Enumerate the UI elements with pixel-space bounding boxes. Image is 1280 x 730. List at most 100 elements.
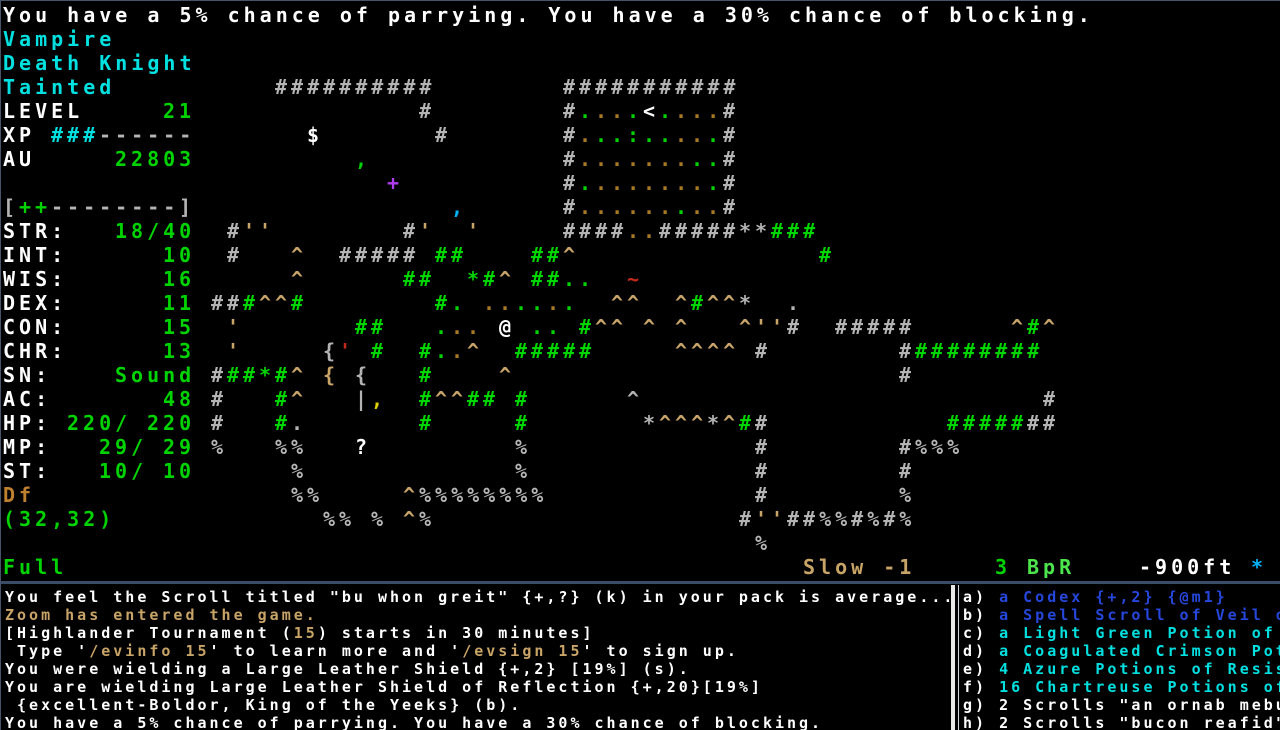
text-segment: ^^ xyxy=(259,291,292,315)
text-segment: ## xyxy=(355,315,388,339)
text-segment: Df xyxy=(3,483,36,507)
terminal-row: % xyxy=(1,531,1280,555)
inventory-item[interactable]: c) a Light Green Potion of xyxy=(963,623,1280,641)
text-segment: # xyxy=(275,387,292,411)
text-segment: # xyxy=(723,147,740,171)
text-segment: .. xyxy=(515,291,548,315)
inventory-item[interactable]: g) 2 Scrolls "an ornab mebu xyxy=(963,695,1280,713)
text-segment: ^ xyxy=(291,363,308,387)
text-segment: % xyxy=(899,483,916,507)
text-segment: .. xyxy=(595,99,628,123)
terminal-row: [++ --------], #......... # xyxy=(1,195,1280,219)
text-segment: .. xyxy=(595,147,628,171)
text-segment: 18/40 xyxy=(115,219,196,243)
text-segment: # xyxy=(291,291,308,315)
text-segment: # xyxy=(755,483,772,507)
text-segment: INT: xyxy=(3,243,68,267)
text-segment: | xyxy=(355,387,372,411)
text-segment: SN: xyxy=(3,363,52,387)
inventory-scrollbar[interactable] xyxy=(951,585,955,730)
inventory-item[interactable]: d) a Coagulated Crimson Poti xyxy=(963,641,1280,659)
text-segment: # xyxy=(435,291,452,315)
text-segment: .. xyxy=(627,219,660,243)
text-segment: 10/ xyxy=(99,459,148,483)
text-segment: . xyxy=(451,291,468,315)
text-segment: 29 xyxy=(163,435,196,459)
inventory-item-name: 2 Scrolls "an ornab mebu xyxy=(999,696,1280,713)
text-segment: , xyxy=(355,147,372,171)
text-segment: ' xyxy=(227,315,244,339)
message-line: [Highlander Tournament (15) starts in 30… xyxy=(5,623,949,641)
terminal-row: AU 22803, #......... # xyxy=(1,147,1280,171)
text-segment: % xyxy=(291,459,308,483)
text-segment: * xyxy=(707,411,724,435)
text-segment: ##### xyxy=(659,219,740,243)
text-segment: . xyxy=(579,147,596,171)
text-segment: ST: xyxy=(3,459,52,483)
inventory-item[interactable]: b) a Spell Scroll of Veil of xyxy=(963,605,1280,623)
text-segment: # xyxy=(899,339,916,363)
text-segment: * xyxy=(1251,555,1268,579)
text-segment: ... xyxy=(627,195,676,219)
text-segment: # xyxy=(723,171,740,195)
text-segment: %%%%%%%% xyxy=(419,483,548,507)
inventory-item[interactable]: f) 16 Chartreuse Potions of xyxy=(963,677,1280,695)
terminal-row: AC: 48 # # ^ |, # ^^ ## # ^ # xyxy=(1,387,1280,411)
inventory-item-name: 16 Chartreuse Potions of xyxy=(999,678,1280,695)
text-segment: # xyxy=(243,291,260,315)
inventory-item[interactable]: e) 4 Azure Potions of Resist xyxy=(963,659,1280,677)
inventory-item-name: a Light Green Potion of xyxy=(999,624,1276,641)
terminal-row: LEVEL 21 # #.... <.... # xyxy=(1,99,1280,123)
text-segment: # xyxy=(723,123,740,147)
message-line: {excellent-Boldor, King of the Yeeks} (b… xyxy=(5,695,949,713)
text-segment: Tainted xyxy=(3,75,116,99)
text-segment: 220/ xyxy=(67,411,132,435)
text-segment: ^ xyxy=(291,387,308,411)
text-segment: ^ xyxy=(675,315,692,339)
text-segment: # xyxy=(419,387,436,411)
text-segment: DEX: xyxy=(3,291,68,315)
inventory-item-name: 2 Scrolls "bucon reafid" xyxy=(999,714,1280,730)
inventory-slot-letter: c) xyxy=(963,624,1000,641)
terminal-row: CHR: 13 '{' # #.. ^ ##### ^^^^ # # ######## xyxy=(1,339,1280,363)
message-segment: ) starts in 30 minutes] xyxy=(317,624,595,641)
inventory-item[interactable]: h) 2 Scrolls "bucon reafid" xyxy=(963,713,1280,730)
message-segment: 15 xyxy=(293,624,318,641)
text-segment: * xyxy=(467,267,484,291)
text-segment: . xyxy=(707,171,724,195)
text-segment: 21 xyxy=(163,99,196,123)
text-segment: You have a 5% chance of parrying. You ha… xyxy=(3,3,1094,27)
terminal-row: INT: 10 # ^ ##### ## ## ^ # xyxy=(1,243,1280,267)
message-line: Type '/evinfo 15' to learn more and '/ev… xyxy=(5,641,949,659)
text-segment: # xyxy=(755,459,772,483)
text-segment: ^ xyxy=(499,267,516,291)
text-segment: * xyxy=(259,363,276,387)
message-segment: You were wielding a Large Leather Shield… xyxy=(5,660,691,677)
status-row: Full Slow -1 3 BpR -900ft * xyxy=(1,555,1280,579)
text-segment: # xyxy=(211,411,228,435)
text-segment: ##### xyxy=(339,243,420,267)
inventory-item[interactable]: a) a Codex {+,2} {@m1} xyxy=(963,587,1280,605)
text-segment: ##### xyxy=(835,315,916,339)
message-segment: [Highlander Tournament ( xyxy=(5,624,294,641)
message-segment: You feel the Scroll titled "bu whon grei… xyxy=(5,588,949,605)
text-segment: # xyxy=(739,411,756,435)
inventory-slot-letter: g) xyxy=(963,696,1000,713)
text-segment: # xyxy=(755,411,772,435)
top-message-row: You have a 5% chance of parrying. You ha… xyxy=(1,3,1280,27)
text-segment: # xyxy=(723,195,740,219)
text-segment: % xyxy=(515,435,532,459)
text-segment: , xyxy=(451,195,468,219)
text-segment: $ xyxy=(307,123,324,147)
message-segment: Zoom has entered the game. xyxy=(5,606,318,623)
text-segment: . xyxy=(579,99,596,123)
text-segment: ------ xyxy=(99,123,196,147)
text-segment: # xyxy=(275,411,292,435)
text-segment: ########## xyxy=(275,75,436,99)
message-log-window: You feel the Scroll titled "bu whon grei… xyxy=(1,585,949,730)
inventory-slot-letter: b) xyxy=(963,606,1000,623)
message-segment: /evinfo 15 xyxy=(89,642,210,659)
text-segment: # xyxy=(1043,387,1060,411)
text-segment: ^^ xyxy=(595,315,628,339)
